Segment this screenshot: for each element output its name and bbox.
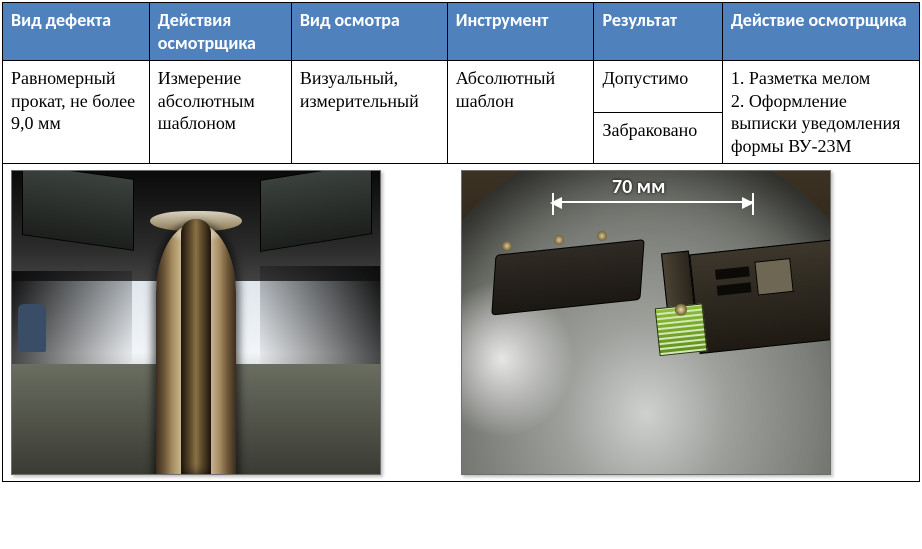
col-header-action1: Действия осмотрщика — [149, 3, 291, 61]
table-header: Вид дефекта Действия осмотрщика Вид осмо… — [3, 3, 920, 61]
photo-absolute-gauge: 70 мм — [461, 170, 831, 475]
col-header-tool: Инструмент — [447, 3, 594, 61]
col-header-action2: Действие осмотрщика — [722, 3, 919, 61]
defect-table: Вид дефекта Действия осмотрщика Вид осмо… — [2, 2, 920, 482]
cell-defect: Равномерный прокат, не более 9,0 мм — [3, 61, 150, 164]
cell-tool: Абсолютный шаблон — [447, 61, 594, 164]
col-header-defect: Вид дефекта — [3, 3, 150, 61]
dimension-line-icon — [552, 201, 752, 203]
cell-action2: 1. Разметка мелом 2. Оформление выписки … — [722, 61, 919, 164]
col-header-result: Результат — [594, 3, 722, 61]
images-wrap: 70 мм — [11, 170, 911, 475]
images-row: 70 мм — [3, 164, 920, 482]
cell-action1: Измерение абсолютным шаблоном — [149, 61, 291, 164]
photo-wheel-under-car — [11, 170, 381, 475]
dimension-label: 70 мм — [612, 175, 665, 200]
cell-result-2: Забраковано — [594, 112, 722, 164]
col-header-inspect: Вид осмотра — [291, 3, 447, 61]
cell-result-1: Допустимо — [594, 61, 722, 113]
page: Вид дефекта Действия осмотрщика Вид осмо… — [0, 0, 922, 484]
table-row: Равномерный прокат, не более 9,0 мм Изме… — [3, 61, 920, 113]
cell-inspect: Визуальный, измерительный — [291, 61, 447, 164]
